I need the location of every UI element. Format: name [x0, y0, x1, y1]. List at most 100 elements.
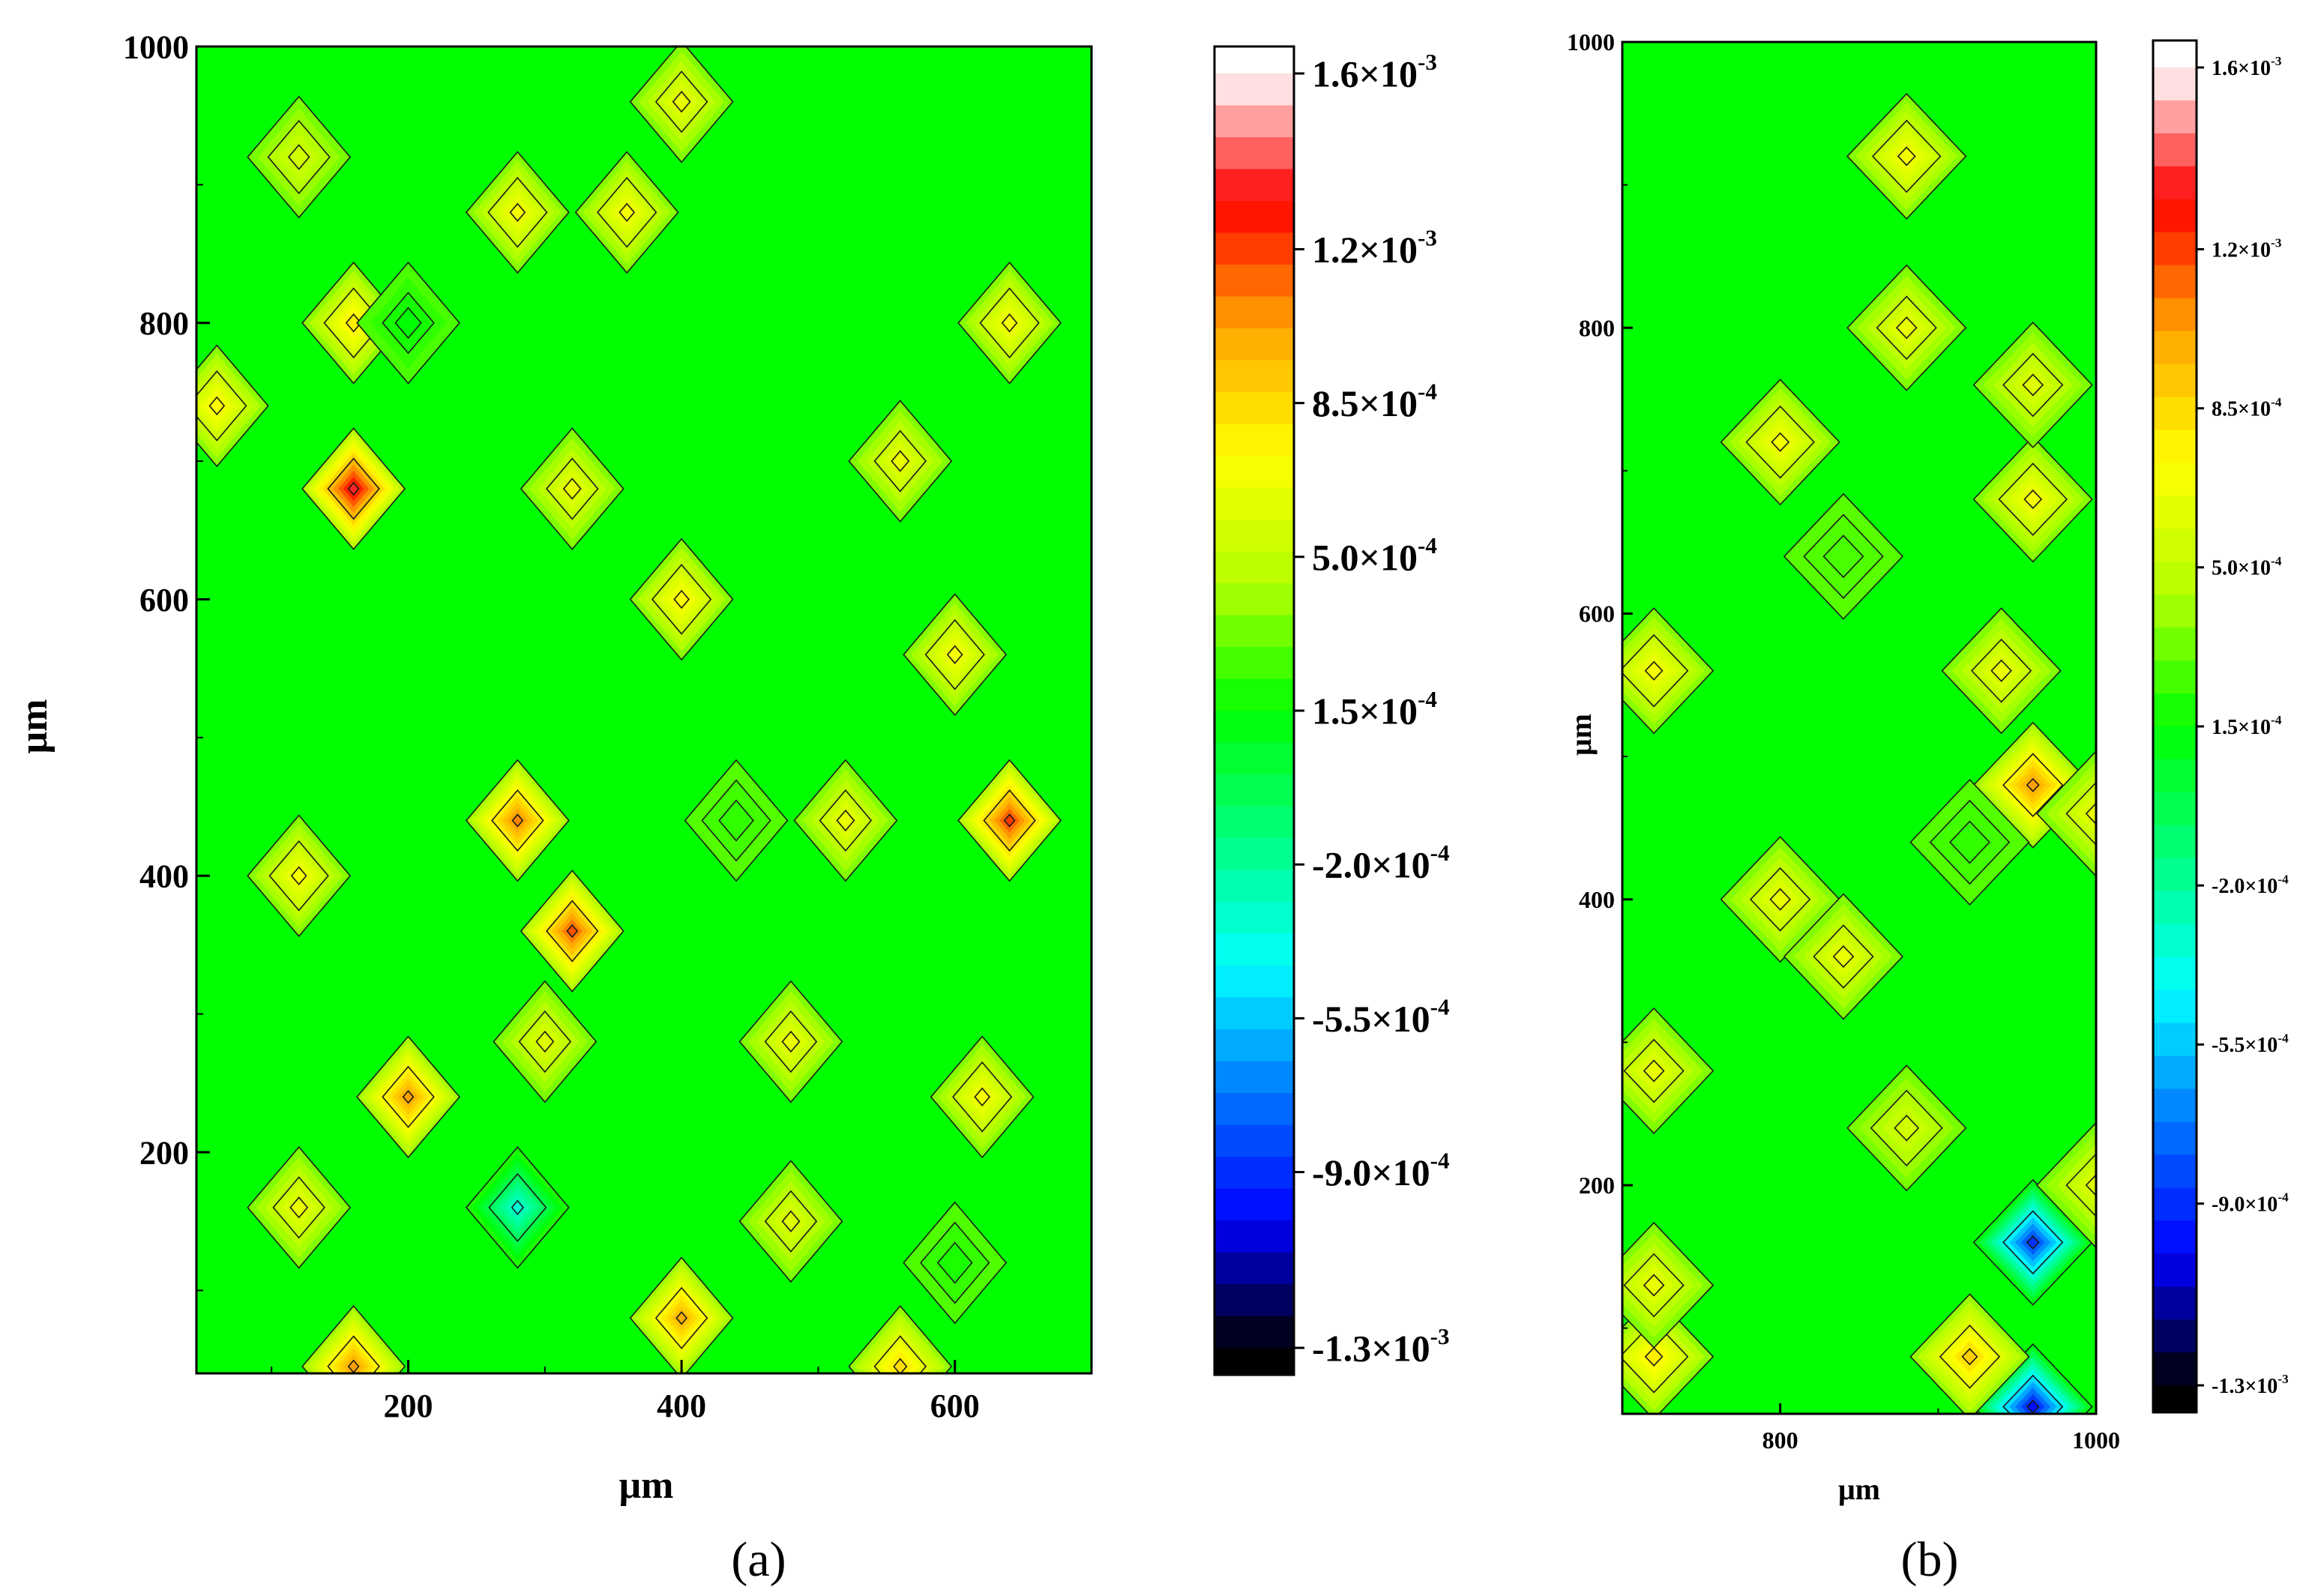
- colorbar-band: [2153, 561, 2197, 595]
- colorbar-band: [1214, 487, 1294, 520]
- colorbar-band: [2153, 1220, 2197, 1254]
- colorbar-band: [1214, 169, 1294, 202]
- colorbar-band: [1214, 1157, 1294, 1190]
- contour-level: [2023, 489, 2043, 510]
- colorbar-band: [2153, 1352, 2197, 1386]
- heatmap-feature: [1720, 836, 1840, 963]
- colorbar-band: [2153, 166, 2197, 200]
- colorbar-band: [2153, 825, 2197, 859]
- colorbar-band: [1214, 296, 1294, 329]
- contour-level: [290, 866, 307, 886]
- heatmap-feature: [629, 46, 734, 163]
- contour-level: [1644, 660, 1664, 681]
- x-tick-label: 600: [930, 1388, 980, 1424]
- colorbar-top-cap: [1214, 46, 1294, 73]
- contour-level: [289, 1196, 309, 1219]
- heatmap-feature: [465, 151, 570, 274]
- y-tick-label: 600: [139, 582, 189, 618]
- colorbar-band: [1214, 774, 1294, 807]
- contour-level: [946, 645, 963, 665]
- y-axis-label-a: μm: [13, 699, 55, 754]
- colorbar-band: [1214, 1284, 1294, 1317]
- colorbar-band: [1214, 232, 1294, 265]
- heatmap-feature: [1622, 1007, 1715, 1135]
- heatmap-feature: [520, 427, 624, 550]
- y-axis-label-b: μm: [1564, 714, 1598, 756]
- contour-level: [1644, 1346, 1664, 1367]
- heatmap-feature: [738, 980, 843, 1103]
- contour-level: [511, 813, 524, 828]
- panel-a: 200 400 600 800 1000 200 400 600 μm μm (a): [13, 28, 1093, 1587]
- contour-level: [2026, 777, 2040, 792]
- contour-level: [836, 809, 855, 832]
- colorbar-tick-label: 1.2×10-3: [2212, 236, 2282, 262]
- contour-level: [936, 1241, 973, 1284]
- colorbar-band: [2153, 1286, 2197, 1320]
- colorbar-band: [1214, 870, 1294, 903]
- heatmap-feature: [848, 1304, 953, 1373]
- y-tick-label: 400: [139, 858, 189, 895]
- colorbar-band: [1214, 73, 1294, 106]
- heatmap-feature: [1972, 1343, 2093, 1414]
- colorbar-band: [1214, 1124, 1294, 1157]
- heatmap-feature: [629, 537, 734, 661]
- colorbar-band: [2153, 891, 2197, 925]
- heatmap-feature: [356, 1035, 460, 1159]
- plot-frame-b: [1621, 40, 2098, 1415]
- y-tick-label: 600: [1579, 600, 1615, 627]
- colorbar-tick-label: -2.0×10-4: [2212, 872, 2289, 898]
- plot-background-a: [196, 46, 1092, 1373]
- colorbar-band: [2153, 67, 2197, 101]
- contour-level: [345, 313, 362, 333]
- colorbar-tick-label: 1.5×10-4: [2212, 713, 2282, 739]
- colorbar-band: [1214, 1061, 1294, 1094]
- colorbar-tick-label: -5.5×10-4: [2212, 1032, 2289, 1058]
- colorbar-band: [1214, 392, 1294, 425]
- heatmap-feature: [1720, 379, 1840, 506]
- heatmap-feature: [903, 593, 1008, 717]
- colorbar-band: [1214, 997, 1294, 1030]
- heatmap-feature: [465, 759, 570, 882]
- colorbar-band: [2153, 298, 2197, 332]
- contour-level: [1003, 813, 1016, 828]
- heatmap-feature: [196, 344, 269, 468]
- heatmap-feature: [1972, 321, 2093, 449]
- colorbar-tick-label: 1.6×10-3: [2212, 54, 2282, 80]
- contour-level: [2022, 373, 2044, 397]
- contour-level: [781, 1210, 801, 1232]
- colorbar-band: [2153, 858, 2197, 892]
- contour-level: [509, 202, 526, 223]
- heatmap-feature: [957, 759, 1062, 882]
- colorbar-band: [2153, 463, 2197, 496]
- colorbar-tick-label: 8.5×10-4: [1312, 379, 1437, 425]
- contour-level: [287, 144, 310, 170]
- colorbar-band: [2153, 726, 2197, 760]
- contour-level: [1643, 1274, 1665, 1297]
- plot-background-b: [1622, 42, 2096, 1414]
- colorbar-tick-label: -5.5×10-4: [1312, 993, 1449, 1040]
- colorbar-tick-label: 1.2×10-3: [1312, 224, 1437, 271]
- colorbar-band: [1214, 966, 1294, 999]
- contour-level: [675, 1310, 688, 1325]
- colorbar-tick-label: 1.6×10-3: [1312, 49, 1437, 95]
- heatmap-feature: [247, 95, 352, 219]
- colorbar-band: [1214, 456, 1294, 489]
- heatmap-feature: [1622, 607, 1715, 735]
- plot-frame-a: [195, 45, 1093, 1375]
- contour-level: [566, 924, 579, 939]
- contour-level: [2085, 802, 2096, 825]
- heatmap-feature: [301, 1304, 406, 1373]
- panel-caption-b: (b): [1901, 1532, 1959, 1587]
- heatmap-feature: [848, 400, 953, 523]
- contour-level: [1822, 534, 1864, 579]
- colorbar-band: [1214, 583, 1294, 616]
- panel-caption-a: (a): [731, 1532, 786, 1587]
- heatmap-feature: [2035, 750, 2096, 877]
- colorbar-band: [2153, 1253, 2197, 1287]
- heatmap-feature: [1909, 1293, 2030, 1414]
- contour-level: [673, 589, 690, 609]
- contour-level: [718, 799, 754, 842]
- colorbar-tick-label: -1.3×10-3: [1312, 1323, 1449, 1370]
- x-tick-label: 800: [1762, 1427, 1798, 1454]
- colorbar-band: [2153, 660, 2197, 694]
